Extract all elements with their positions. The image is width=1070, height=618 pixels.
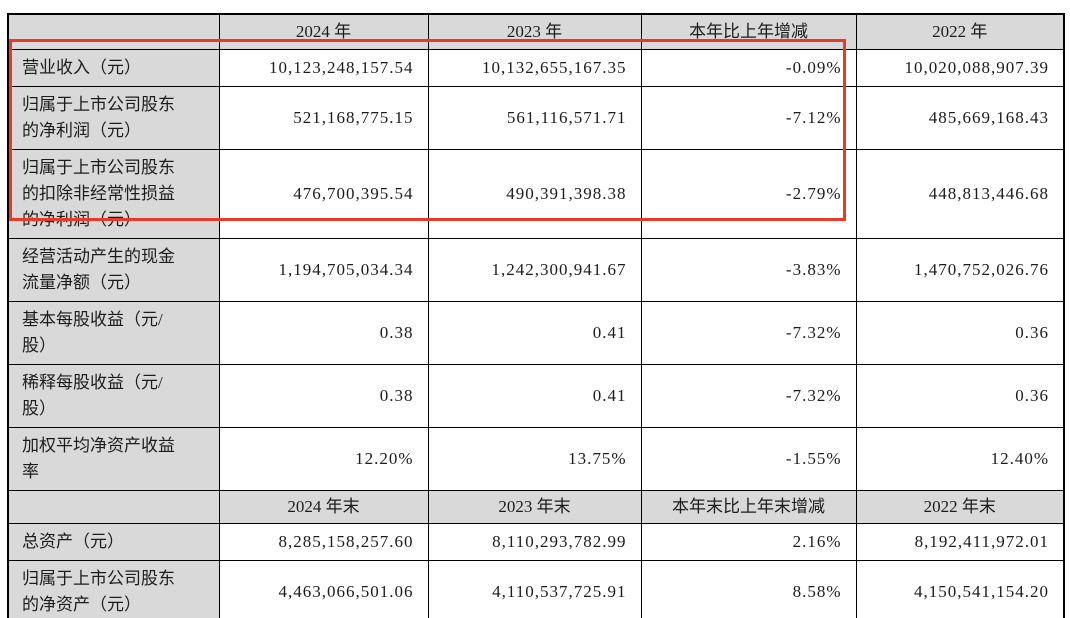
row-label: 归属于上市公司股东 的净利润（元） bbox=[7, 85, 220, 150]
header-cell-end-2022: 2022 年末 bbox=[855, 489, 1065, 524]
cell-value-2024: 10,123,248,157.54 bbox=[218, 48, 429, 87]
cell-value-2024: 0.38 bbox=[218, 300, 429, 365]
cell-value-2022: 8,192,411,972.01 bbox=[855, 522, 1065, 561]
cell-value-2024: 521,168,775.15 bbox=[218, 85, 429, 150]
cell-value-change: 8.58% bbox=[640, 559, 857, 618]
row-label: 归属于上市公司股东 的净资产（元） bbox=[7, 559, 220, 618]
header-cell-end-2024: 2024 年末 bbox=[218, 489, 429, 524]
table-row-net-assets: 归属于上市公司股东 的净资产（元） 4,463,066,501.06 4,110… bbox=[7, 559, 1065, 618]
cell-value-2023: 8,110,293,782.99 bbox=[427, 522, 642, 561]
cell-value-change: -7.32% bbox=[640, 300, 857, 365]
row-label: 稀释每股收益（元/ 股） bbox=[7, 363, 220, 428]
header-cell-end-change: 本年末比上年末增减 bbox=[640, 489, 857, 524]
cell-value-change: -2.79% bbox=[640, 148, 857, 239]
cell-value-change: -3.83% bbox=[640, 237, 857, 302]
cell-value-2022: 0.36 bbox=[855, 363, 1065, 428]
header-row-annual: 2024 年 2023 年 本年比上年增减 2022 年 bbox=[7, 13, 1065, 50]
cell-value-change: -7.32% bbox=[640, 363, 857, 428]
table-row-operating-cash-flow: 经营活动产生的现金 流量净额（元） 1,194,705,034.34 1,242… bbox=[7, 237, 1065, 302]
cell-value-2023: 561,116,571.71 bbox=[427, 85, 642, 150]
cell-value-2024: 8,285,158,257.60 bbox=[218, 522, 429, 561]
cell-value-2023: 0.41 bbox=[427, 363, 642, 428]
cell-value-change: 2.16% bbox=[640, 522, 857, 561]
cell-value-2022: 485,669,168.43 bbox=[855, 85, 1065, 150]
cell-value-2022: 12.40% bbox=[855, 426, 1065, 491]
header-cell-year-2024: 2024 年 bbox=[218, 13, 429, 50]
header-cell-blank bbox=[7, 13, 220, 50]
header-row-year-end: 2024 年末 2023 年末 本年末比上年末增减 2022 年末 bbox=[7, 489, 1065, 524]
header-cell-year-2023: 2023 年 bbox=[427, 13, 642, 50]
header-cell-year-2022: 2022 年 bbox=[855, 13, 1065, 50]
cell-value-2024: 1,194,705,034.34 bbox=[218, 237, 429, 302]
header-cell-blank bbox=[7, 489, 220, 524]
row-label: 营业收入（元） bbox=[7, 48, 220, 87]
cell-value-2022: 4,150,541,154.20 bbox=[855, 559, 1065, 618]
header-cell-end-2023: 2023 年末 bbox=[427, 489, 642, 524]
cell-value-2023: 4,110,537,725.91 bbox=[427, 559, 642, 618]
cell-value-change: -1.55% bbox=[640, 426, 857, 491]
cell-value-2023: 0.41 bbox=[427, 300, 642, 365]
cell-value-2022: 448,813,446.68 bbox=[855, 148, 1065, 239]
financial-summary-table: 2024 年 2023 年 本年比上年增减 2022 年 营业收入（元） 10,… bbox=[7, 13, 1065, 618]
table-row-weighted-avg-roe: 加权平均净资产收益 率 12.20% 13.75% -1.55% 12.40% bbox=[7, 426, 1065, 491]
cell-value-2023: 10,132,655,167.35 bbox=[427, 48, 642, 87]
table-row-net-profit-excl-nonrecurring: 归属于上市公司股东 的扣除非经常性损益 的净利润（元） 476,700,395.… bbox=[7, 148, 1065, 239]
row-label: 总资产（元） bbox=[7, 522, 220, 561]
cell-value-2024: 4,463,066,501.06 bbox=[218, 559, 429, 618]
cell-value-2022: 0.36 bbox=[855, 300, 1065, 365]
cell-value-2024: 476,700,395.54 bbox=[218, 148, 429, 239]
cell-value-2023: 490,391,398.38 bbox=[427, 148, 642, 239]
row-label: 经营活动产生的现金 流量净额（元） bbox=[7, 237, 220, 302]
cell-value-2022: 10,020,088,907.39 bbox=[855, 48, 1065, 87]
cell-value-change: -0.09% bbox=[640, 48, 857, 87]
cell-value-2024: 12.20% bbox=[218, 426, 429, 491]
table-row-total-assets: 总资产（元） 8,285,158,257.60 8,110,293,782.99… bbox=[7, 522, 1065, 561]
row-label: 加权平均净资产收益 率 bbox=[7, 426, 220, 491]
row-label: 基本每股收益（元/ 股） bbox=[7, 300, 220, 365]
header-cell-yoy-change: 本年比上年增减 bbox=[640, 13, 857, 50]
cell-value-2023: 1,242,300,941.67 bbox=[427, 237, 642, 302]
cell-value-2023: 13.75% bbox=[427, 426, 642, 491]
table-row-operating-revenue: 营业收入（元） 10,123,248,157.54 10,132,655,167… bbox=[7, 48, 1065, 87]
table-row-net-profit: 归属于上市公司股东 的净利润（元） 521,168,775.15 561,116… bbox=[7, 85, 1065, 150]
cell-value-2022: 1,470,752,026.76 bbox=[855, 237, 1065, 302]
table-row-diluted-eps: 稀释每股收益（元/ 股） 0.38 0.41 -7.32% 0.36 bbox=[7, 363, 1065, 428]
cell-value-change: -7.12% bbox=[640, 85, 857, 150]
row-label: 归属于上市公司股东 的扣除非经常性损益 的净利润（元） bbox=[7, 148, 220, 239]
cell-value-2024: 0.38 bbox=[218, 363, 429, 428]
table-row-basic-eps: 基本每股收益（元/ 股） 0.38 0.41 -7.32% 0.36 bbox=[7, 300, 1065, 365]
